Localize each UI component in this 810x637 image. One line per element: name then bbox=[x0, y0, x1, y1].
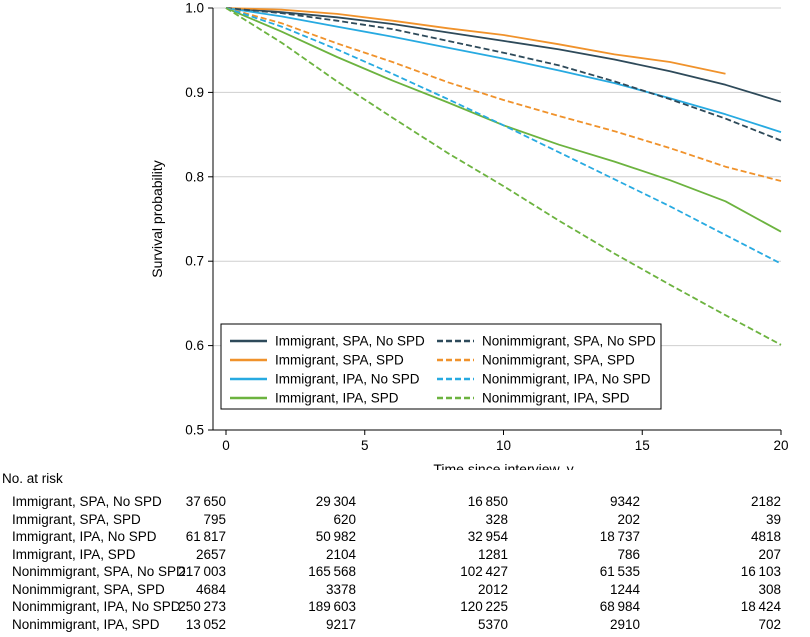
legend-label-1: Immigrant, SPA, No SPD bbox=[275, 334, 425, 349]
x-tick-label: 0 bbox=[222, 438, 230, 453]
risk-row-value: 786 bbox=[617, 546, 640, 562]
risk-row-value: 217 003 bbox=[178, 564, 226, 579]
risk-row-label: Nonimmigrant, SPA, No SPD bbox=[12, 564, 186, 579]
risk-row-value: 4684 bbox=[195, 581, 226, 597]
risk-row-value: 202 bbox=[617, 511, 640, 527]
risk-table-row: Immigrant, SPA, No SPD 37 650 29 304 16 850… bbox=[0, 494, 810, 511]
risk-row-value: 37 650 bbox=[185, 494, 226, 509]
risk-row-value: 16 850 bbox=[467, 494, 508, 509]
risk-table-row: Immigrant, IPA, SPD 2657 2104 1281 786 207 bbox=[0, 547, 810, 564]
risk-row-value: 207 bbox=[758, 546, 781, 562]
risk-row-value: 165 568 bbox=[308, 564, 356, 579]
risk-row-label: Immigrant, IPA, No SPD bbox=[12, 529, 157, 544]
risk-table-row: Immigrant, IPA, No SPD 61 817 50 982 32 954… bbox=[0, 529, 810, 546]
legend-label-2: Immigrant, SPA, SPD bbox=[275, 353, 404, 368]
risk-row-label: Nonimmigrant, IPA, SPD bbox=[12, 616, 160, 632]
legend-label-8: Nonimmigrant, IPA, SPD bbox=[482, 391, 630, 406]
x-tick-label: 10 bbox=[496, 438, 511, 453]
risk-table-row: Immigrant, SPA, SPD 795 620 328 202 39 bbox=[0, 512, 810, 529]
risk-row-value: 18 737 bbox=[599, 529, 640, 544]
y-tick-label: 0.7 bbox=[185, 254, 204, 269]
legend-box bbox=[220, 323, 662, 410]
risk-row-value: 102 427 bbox=[460, 564, 508, 579]
survival-chart: 0.5 0.6 0.7 0.8 0.9 1.0 0 5 10 15 20 Time since int… bbox=[149, 1, 789, 471]
y-tick-label: 0.5 bbox=[185, 423, 204, 438]
risk-row-value: 1281 bbox=[477, 546, 508, 562]
risk-row-label: Nonimmigrant, SPA, SPD bbox=[12, 581, 165, 597]
risk-row-value: 16 103 bbox=[740, 564, 781, 579]
risk-table-row: Nonimmigrant, SPA, SPD 4684 3378 2012 1244 30… bbox=[0, 582, 810, 599]
y-tick-label: 1.0 bbox=[185, 1, 204, 16]
series-line-2 bbox=[225, 7, 726, 75]
y-tick-label: 0.9 bbox=[185, 85, 204, 100]
legend-label-6: Nonimmigrant, SPA, SPD bbox=[482, 353, 635, 368]
risk-row-value: 32 954 bbox=[467, 529, 508, 544]
risk-row-value: 2012 bbox=[477, 581, 508, 597]
series-line-7 bbox=[225, 7, 782, 265]
risk-table-title: No. at risk bbox=[2, 471, 63, 486]
series-line-5 bbox=[225, 7, 782, 142]
risk-row-label: Immigrant, IPA, SPD bbox=[12, 546, 136, 562]
risk-row-value: 13 052 bbox=[185, 616, 226, 632]
risk-row-value: 795 bbox=[203, 511, 226, 527]
y-tick-label: 0.8 bbox=[185, 169, 204, 184]
risk-table-row: Nonimmigrant, IPA, SPD 13 052 9217 5370 2910… bbox=[0, 617, 810, 634]
risk-row-value: 61 817 bbox=[185, 529, 226, 544]
risk-row-value: 61 535 bbox=[599, 564, 640, 579]
legend-label-4: Immigrant, IPA, SPD bbox=[275, 391, 399, 406]
risk-row-value: 5370 bbox=[477, 616, 508, 632]
legend-label-3: Immigrant, IPA, No SPD bbox=[275, 372, 420, 387]
risk-row-value: 50 982 bbox=[315, 529, 356, 544]
y-tick-label: 0.6 bbox=[185, 338, 204, 353]
x-tick-label: 5 bbox=[361, 438, 369, 453]
series-line-3 bbox=[225, 7, 782, 133]
risk-row-value: 308 bbox=[758, 581, 781, 597]
x-tick-label: 15 bbox=[635, 438, 650, 453]
risk-row-value: 3378 bbox=[325, 581, 356, 597]
risk-row-value: 328 bbox=[485, 511, 508, 527]
risk-row-label: Immigrant, SPA, SPD bbox=[12, 511, 141, 527]
risk-row-value: 250 273 bbox=[178, 599, 226, 614]
risk-row-value: 39 bbox=[765, 511, 781, 527]
risk-row-value: 1244 bbox=[609, 581, 640, 597]
risk-row-value: 9217 bbox=[325, 616, 356, 632]
risk-row-value: 120 225 bbox=[460, 599, 508, 614]
risk-row-value: 189 603 bbox=[308, 599, 356, 614]
risk-row-value: 620 bbox=[333, 511, 356, 527]
risk-row-value: 68 984 bbox=[599, 599, 640, 614]
series-line-8 bbox=[225, 7, 782, 346]
risk-row-value: 2657 bbox=[195, 546, 226, 562]
legend-label-5: Nonimmigrant, SPA, No SPD bbox=[482, 334, 656, 349]
risk-table-row: Nonimmigrant, IPA, No SPD 250 273 189 603 1… bbox=[0, 599, 810, 616]
series-line-6 bbox=[225, 7, 782, 182]
risk-row-value: 18 424 bbox=[740, 599, 781, 614]
risk-row-value: 29 304 bbox=[315, 494, 356, 509]
risk-row-value: 2104 bbox=[325, 546, 356, 562]
x-tick-label: 20 bbox=[773, 438, 788, 453]
risk-row-value: 702 bbox=[758, 616, 781, 632]
risk-table-row: Nonimmigrant, SPA, No SPD 217 003 165 568 1… bbox=[0, 564, 810, 581]
x-axis-label: Time since interview, y bbox=[433, 461, 573, 470]
risk-row-value: 2910 bbox=[609, 616, 640, 632]
y-axis-label: Survival probability bbox=[149, 160, 165, 278]
risk-row-value: 9342 bbox=[609, 494, 640, 509]
risk-row-label: Immigrant, SPA, No SPD bbox=[12, 494, 162, 509]
risk-row-label: Nonimmigrant, IPA, No SPD bbox=[12, 599, 181, 614]
risk-row-value: 4818 bbox=[750, 529, 781, 544]
legend-label-7: Nonimmigrant, IPA, No SPD bbox=[482, 372, 651, 387]
series-line-1 bbox=[225, 7, 782, 103]
risk-row-value: 2182 bbox=[750, 494, 781, 509]
